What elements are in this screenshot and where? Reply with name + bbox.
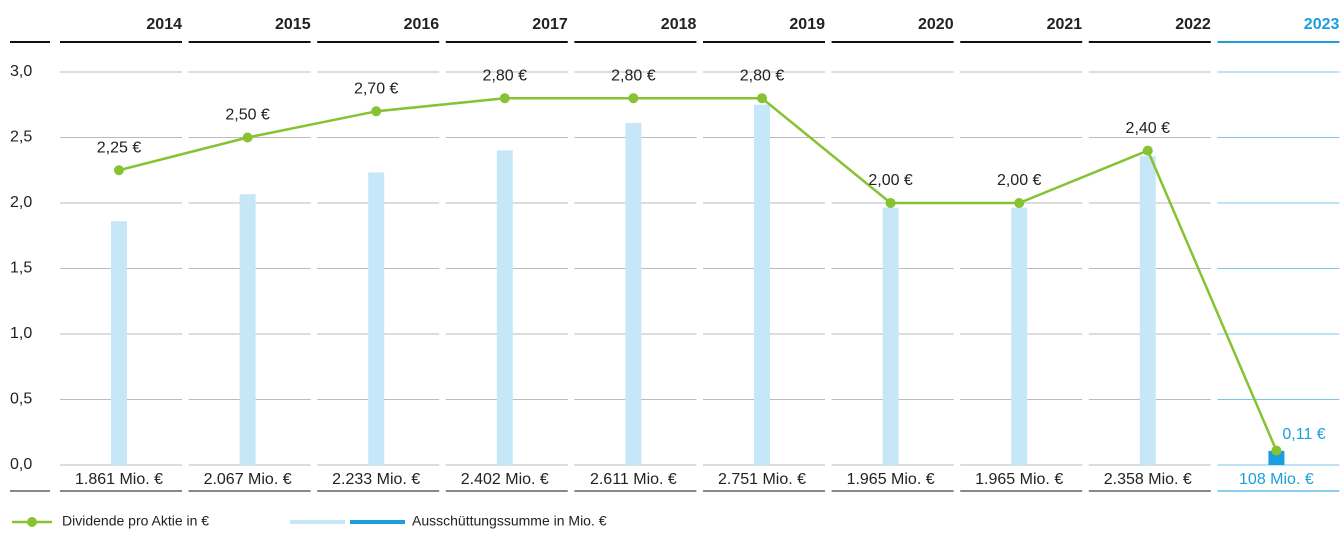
point-value-label: 2,00 € [997,172,1042,189]
bar-value-label: 1.965 Mio. € [847,471,935,488]
bar [1268,450,1285,465]
point-value-label: 0,11 € [1282,426,1325,443]
legend-swatch [350,520,405,524]
point [1014,198,1025,208]
point-value-label: 2,70 € [354,81,399,98]
bar-value-label: 2.233 Mio. € [332,471,420,488]
point [371,106,382,117]
point-value-label: 2,40 € [1126,120,1171,137]
bar [754,104,770,465]
point [114,165,124,176]
bar-value-label: 1.861 Mio. € [75,471,163,488]
bar [625,122,642,466]
bar [1139,156,1156,466]
x-tick-label: 2016 [404,16,440,33]
bar-value-label: 108 Mio. € [1239,471,1314,488]
bar-value-label: 2.751 Mio. € [718,471,806,488]
bar [368,172,385,466]
x-tick-label: 2023 [1304,16,1340,33]
bar-value-label: 2.358 Mio. € [1104,471,1192,488]
point [757,93,767,104]
point [499,93,510,104]
y-tick-label: 0,0 [10,456,32,473]
y-tick-label: 3,0 [10,63,32,80]
point-value-label: 2,00 € [868,172,913,189]
bar [496,150,513,465]
bar [239,194,256,465]
x-tick-label: 2018 [661,16,697,33]
bar [882,207,899,465]
legend-label: Ausschüttungssumme in Mio. € [412,513,607,529]
bar [111,221,127,465]
y-tick-label: 2,5 [10,129,32,146]
y-tick-label: 2,0 [10,194,32,211]
point [1271,445,1282,456]
point-value-label: 2,80 € [611,67,656,84]
point [885,198,896,208]
legend-swatch [290,520,345,524]
point [242,132,253,143]
legend-label: Dividende pro Aktie in € [62,513,209,529]
bar-value-label: 2.402 Mio. € [461,471,549,488]
x-tick-label: 2021 [1047,16,1083,33]
point-value-label: 2,25 € [97,139,142,156]
y-tick-label: 1,5 [10,260,32,277]
point-value-label: 2,50 € [225,107,270,124]
x-tick-label: 2015 [275,16,311,33]
x-tick-label: 2019 [789,16,825,33]
y-tick-label: 1,0 [10,325,32,342]
bar-value-label: 2.067 Mio. € [204,471,292,488]
line [118,96,1278,452]
bar-value-label: 1.965 Mio. € [975,471,1063,488]
point-value-label: 2,80 € [740,67,785,84]
point-value-label: 2,80 € [483,67,528,84]
x-tick-label: 2017 [532,16,568,33]
bar-value-label: 2.611 Mio. € [590,471,677,488]
legend-point [27,517,37,527]
y-tick-label: 0,5 [10,391,32,408]
x-tick-label: 2020 [918,16,954,33]
point [1142,145,1153,156]
bar [1011,207,1028,465]
x-tick-label: 2022 [1175,16,1211,33]
x-tick-label: 2014 [146,16,182,33]
point [628,93,639,104]
